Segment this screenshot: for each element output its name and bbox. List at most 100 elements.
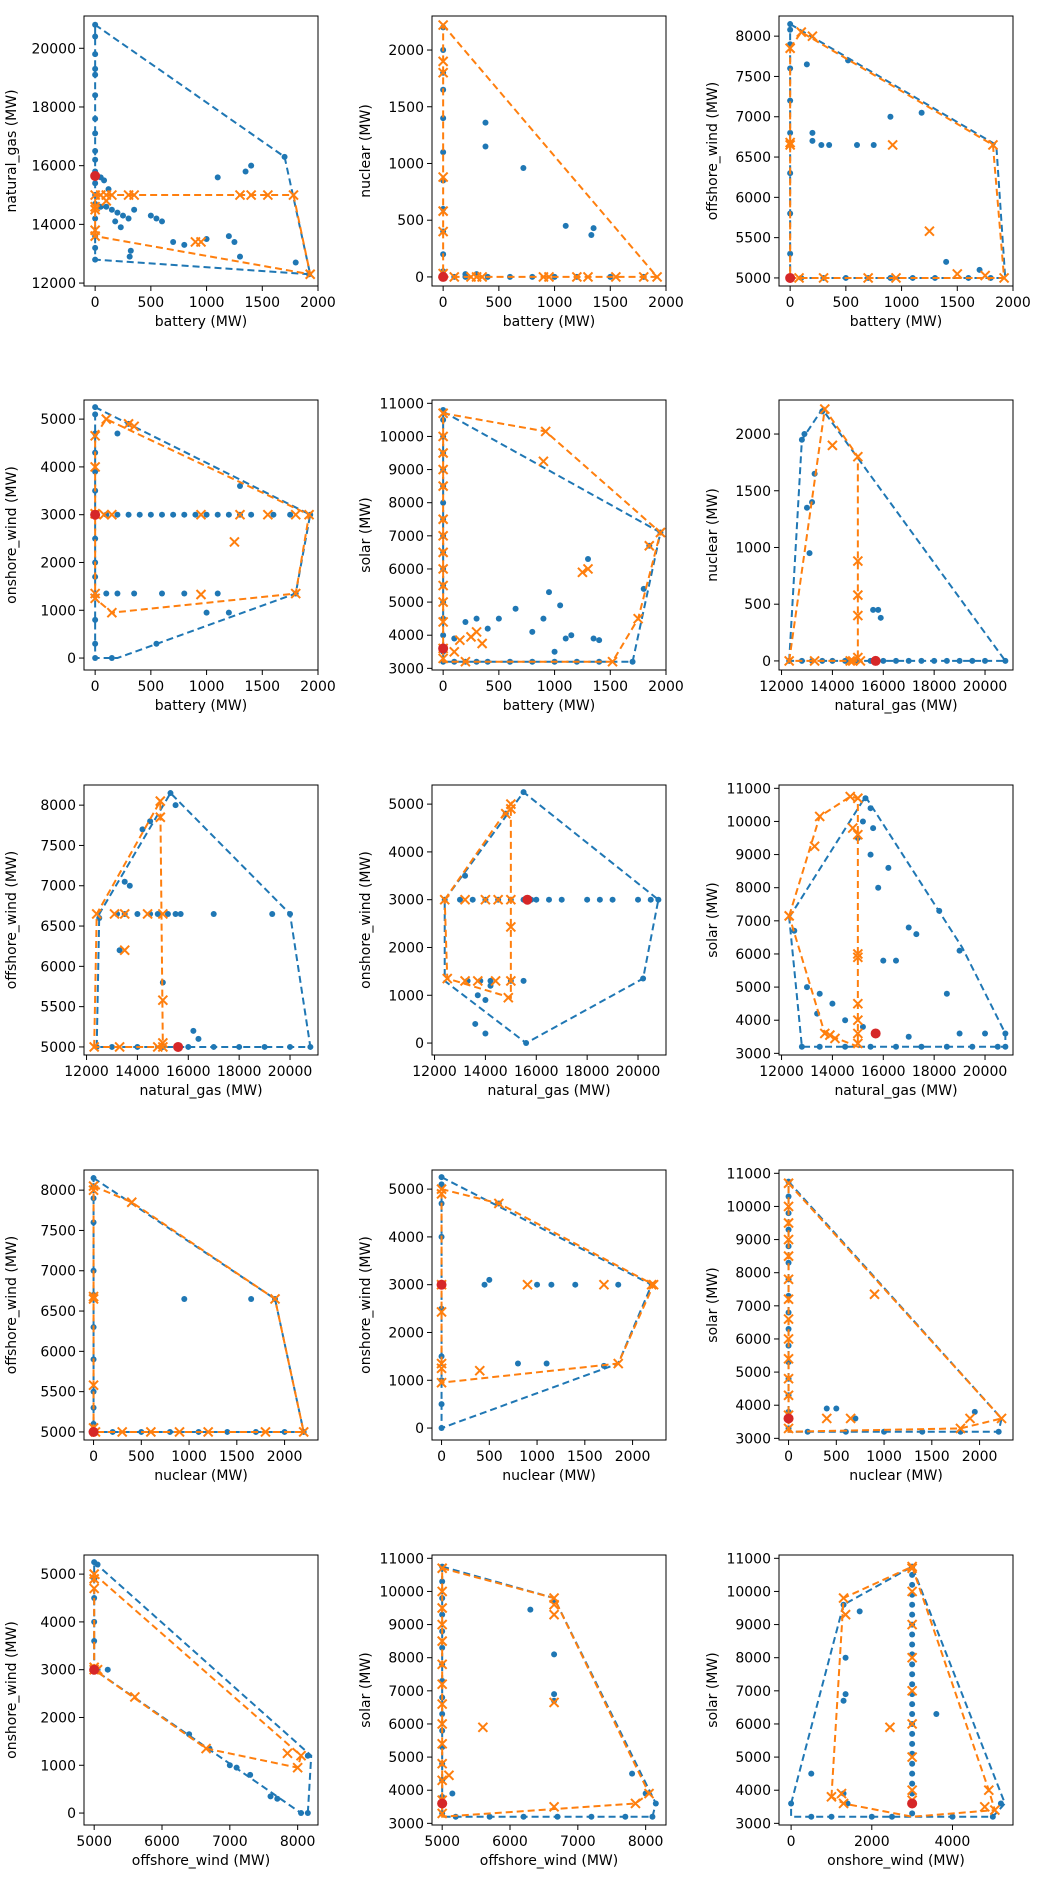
blue-point: [840, 1697, 847, 1704]
orange-x-point: [548, 1599, 560, 1610]
blue-point: [994, 1043, 1001, 1050]
blue-point: [203, 511, 210, 518]
plot-area: [89, 404, 315, 662]
orange-x-point: [436, 1619, 448, 1630]
y-tick-label: 6000: [735, 947, 771, 963]
blue-point: [870, 606, 877, 613]
blue-point: [919, 1428, 926, 1435]
blue-point: [186, 1731, 193, 1738]
blue-point: [969, 1043, 976, 1050]
orange-x-point: [142, 908, 153, 920]
y-tick-label: 7000: [388, 1684, 424, 1700]
orange-x-point: [852, 451, 864, 462]
y-tick-label: 20000: [31, 41, 76, 57]
blue-point: [469, 896, 476, 903]
x-tick-label: 0: [439, 295, 448, 311]
blue-point: [803, 61, 810, 68]
orange-x-point: [845, 655, 856, 667]
y-tick-label: 9000: [735, 1618, 771, 1634]
x-tick-label: 20000: [963, 1064, 1008, 1080]
orange-x-point: [436, 1738, 448, 1750]
orange-x-point: [845, 791, 856, 802]
x-tick-label: 1000: [537, 679, 573, 695]
y-tick-label: 6500: [735, 150, 771, 166]
orange-x-point: [818, 272, 829, 284]
blue-point: [439, 1611, 446, 1618]
y-tick-label: 5000: [40, 412, 76, 428]
blue-point: [1002, 1030, 1009, 1037]
blue-point: [568, 632, 575, 639]
blue-point: [520, 977, 527, 984]
x-tick-label: 5000: [76, 1834, 112, 1850]
subplot-8: 12000 14000 16000 18000 20000 0 1000 2000 3000 40…: [358, 784, 667, 1099]
blue-point: [438, 1174, 445, 1181]
orange-x-point: [282, 1748, 293, 1759]
orange-x-point: [582, 563, 594, 575]
blue-point: [949, 1813, 956, 1820]
blue-point: [440, 499, 447, 506]
blue-point: [242, 168, 249, 175]
x-tick-label: 500: [832, 295, 859, 311]
blue-point: [92, 71, 99, 78]
blue-point: [854, 141, 860, 148]
orange-x-point: [783, 1313, 794, 1325]
orange-x-point: [827, 440, 838, 451]
orange-x-point: [454, 634, 466, 646]
orange-x-point: [295, 1750, 307, 1761]
plot-area: [88, 790, 314, 1053]
orange-x-point: [809, 655, 820, 667]
blue-point: [181, 511, 188, 518]
y-tick-label: 6000: [40, 959, 76, 975]
blue-point: [893, 957, 899, 964]
orange-x-point: [906, 1586, 918, 1597]
blue-point: [785, 1193, 792, 1200]
orange-x-point: [436, 1306, 447, 1318]
blue-point: [456, 896, 463, 903]
orange-x-point: [89, 593, 101, 604]
blue-point: [596, 896, 603, 903]
blue-point: [203, 609, 210, 616]
x-tick-label: 2000: [995, 295, 1031, 311]
orange-x-point: [98, 509, 110, 520]
orange-x-point: [651, 271, 663, 283]
blue-point: [833, 1405, 840, 1412]
plot-area: [436, 1174, 659, 1432]
y-axis-label: offshore_wind (MW): [705, 82, 721, 220]
orange-x-point: [852, 555, 864, 567]
blue-point: [117, 224, 124, 231]
x-tick-label: 1500: [939, 295, 975, 311]
red-point: [438, 271, 449, 282]
y-tick-label: 1500: [388, 100, 424, 116]
orange-x-point: [245, 189, 257, 201]
orange-x-point: [157, 1041, 169, 1053]
x-tick-label: 14000: [810, 679, 855, 695]
x-tick-label: 18000: [565, 1064, 610, 1080]
blue-point: [114, 209, 121, 216]
subplot-5: 0 500 1000 1500 2000 3000 4000 5000 6000 7000 8000…: [358, 396, 684, 714]
orange-x-point: [145, 1426, 157, 1438]
orange-x-point: [436, 1602, 448, 1614]
y-tick-label: 1000: [388, 156, 424, 172]
x-tick-label: 0: [91, 295, 100, 311]
orange-x-point: [887, 139, 898, 151]
y-tick-label: 3000: [388, 1278, 424, 1294]
blue-point: [588, 231, 595, 238]
y-tick-label: 9000: [735, 848, 771, 864]
subplot-4: 0 500 1000 1500 2000 0 1000 2000 3000 4000 5000 bat…: [4, 399, 336, 714]
orange-hull-line: [93, 1573, 303, 1769]
blue-point: [482, 997, 489, 1004]
orange-x-point: [814, 811, 825, 822]
blue-point: [126, 253, 133, 260]
blue-point: [159, 218, 165, 225]
blue-point: [787, 97, 794, 104]
x-tick-label: 12000: [412, 1064, 457, 1080]
plot-frame: [778, 15, 1014, 287]
blue-point: [842, 1017, 849, 1024]
orange-x-point: [88, 1293, 99, 1305]
blue-point: [225, 511, 232, 518]
y-tick-label: 11000: [379, 1551, 424, 1567]
y-tick-label: 18000: [31, 100, 76, 116]
orange-x-point: [607, 656, 618, 667]
orange-x-point: [548, 1609, 560, 1620]
orange-x-point: [262, 509, 274, 520]
